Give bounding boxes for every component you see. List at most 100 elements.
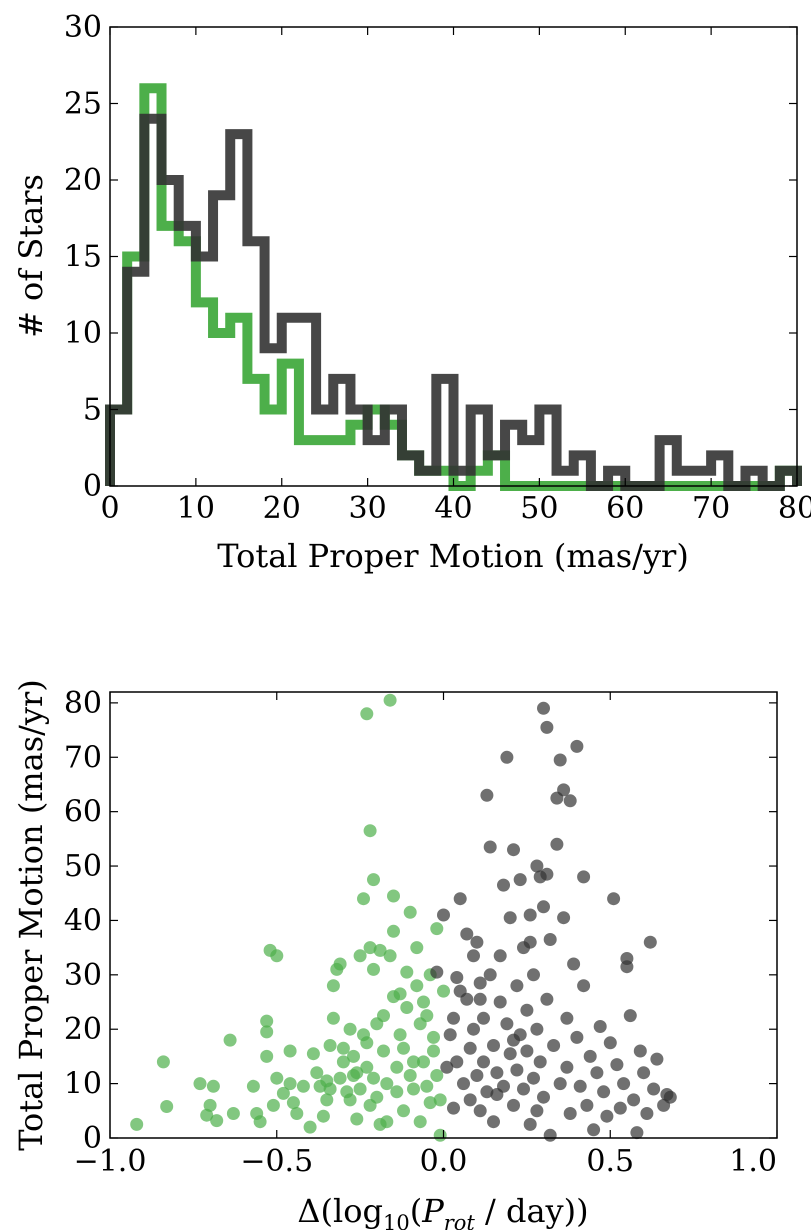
scatter-point-series-0 — [390, 1060, 404, 1074]
scatter-point-series-1 — [430, 965, 444, 979]
scatter-point-series-1 — [577, 979, 591, 993]
scatter-point-series-1 — [490, 1066, 504, 1080]
scatter-point-series-0 — [397, 1041, 410, 1055]
scatter-point-series-1 — [533, 1055, 547, 1069]
scatter-point-series-1 — [603, 1036, 617, 1050]
scatter-point-series-1 — [650, 1052, 664, 1066]
scatter-point-series-1 — [527, 1071, 540, 1085]
scatter-point-series-0 — [357, 892, 370, 906]
histogram-x-tick-label: 80 — [778, 491, 811, 526]
histogram-y-tick-label: 30 — [64, 10, 102, 45]
scatter-point-series-1 — [487, 1039, 500, 1052]
scatter-x-tick-label: 0.5 — [586, 1144, 634, 1179]
scatter-point-series-1 — [473, 1104, 487, 1118]
scatter-y-tick-label: 70 — [64, 740, 102, 775]
scatter-y-tick-label: 50 — [64, 849, 102, 884]
histogram-ticks: 0 10 20 30 40 50 60 70 80 0 5 10 15 20 25 30 — [64, 10, 811, 526]
scatter-point-series-0 — [363, 824, 377, 838]
scatter-point-series-1 — [580, 1098, 594, 1112]
scatter-point-series-1 — [613, 1101, 627, 1115]
scatter-point-series-1 — [437, 908, 450, 922]
scatter-point-series-1 — [460, 992, 474, 1006]
scatter-point-series-0 — [400, 965, 414, 979]
scatter-point-series-1 — [510, 979, 524, 993]
scatter-point-series-0 — [286, 1096, 300, 1110]
scatter-x-tick-label: −0.5 — [240, 1144, 313, 1179]
scatter-point-series-0 — [417, 995, 430, 1009]
scatter-point-series-1 — [443, 1028, 457, 1042]
histogram-y-axis-label: # of Stars — [12, 174, 50, 338]
histogram-series-group — [105, 83, 802, 491]
scatter-point-series-1 — [493, 949, 507, 963]
scatter-point-series-0 — [283, 1044, 297, 1058]
histogram-y-tick-label: 15 — [64, 240, 102, 275]
scatter-point-series-1 — [627, 1093, 641, 1107]
scatter-point-series-1 — [493, 995, 507, 1009]
histogram-series-1 — [105, 113, 802, 491]
scatter-point-series-0 — [226, 1107, 240, 1120]
scatter-point-series-0 — [387, 924, 400, 938]
scatter-point-series-0 — [323, 1039, 337, 1052]
scatter-point-series-0 — [200, 1108, 214, 1122]
scatter-point-series-1 — [503, 1047, 517, 1061]
scatter-point-series-0 — [423, 1096, 437, 1110]
histogram-x-tick-label: 10 — [177, 491, 215, 526]
scatter-point-series-1 — [617, 1077, 631, 1091]
scatter-point-series-0 — [303, 1120, 317, 1134]
scatter-point-series-0 — [360, 1036, 374, 1050]
scatter-point-series-1 — [520, 1003, 534, 1017]
scatter-point-series-0 — [380, 1077, 394, 1091]
scatter-point-series-0 — [413, 1115, 427, 1129]
scatter-point-series-1 — [490, 1088, 504, 1101]
histogram-y-tick-label: 0 — [83, 469, 102, 504]
scatter-point-series-1 — [563, 794, 577, 808]
scatter-chart: −1.0 −0.5 0.0 0.5 1.0 0 10 20 30 40 50 60 70 80 Δ(log… — [12, 679, 778, 1230]
histogram-x-axis-label: Total Proper Motion (mas/yr) — [217, 537, 689, 575]
scatter-y-tick-label: 30 — [64, 958, 102, 993]
scatter-point-series-1 — [473, 992, 487, 1006]
scatter-point-series-1 — [623, 1009, 637, 1023]
scatter-point-series-0 — [347, 1049, 360, 1063]
scatter-point-series-0 — [333, 1071, 347, 1085]
scatter-point-series-1 — [477, 1055, 490, 1069]
scatter-point-series-1 — [620, 952, 634, 965]
scatter-y-tick-label: 0 — [83, 1121, 102, 1156]
histogram-x-tick-label: 0 — [100, 491, 119, 526]
scatter-point-series-1 — [447, 1101, 460, 1115]
scatter-point-series-1 — [523, 1117, 537, 1131]
scatter-point-series-0 — [393, 987, 407, 1001]
scatter-point-series-0 — [377, 1009, 390, 1023]
scatter-point-series-1 — [633, 1044, 647, 1058]
scatter-point-series-1 — [647, 1082, 661, 1096]
scatter-point-series-1 — [593, 1020, 607, 1033]
scatter-point-series-0 — [403, 1069, 417, 1082]
scatter-point-series-0 — [130, 1117, 144, 1131]
histogram-x-tick-label: 40 — [434, 491, 472, 526]
scatter-point-series-1 — [610, 1058, 624, 1072]
scatter-point-series-1 — [523, 935, 537, 949]
scatter-y-tick-label: 80 — [64, 686, 102, 721]
scatter-point-series-1 — [543, 933, 557, 946]
scatter-point-series-0 — [373, 943, 387, 957]
scatter-point-series-0 — [397, 1104, 410, 1118]
scatter-point-series-1 — [600, 1109, 614, 1123]
scatter-point-series-0 — [266, 1098, 280, 1112]
scatter-point-series-1 — [540, 720, 554, 734]
scatter-point-series-1 — [523, 908, 537, 922]
scatter-point-series-1 — [483, 840, 497, 854]
histogram-y-tick-label: 25 — [64, 87, 102, 122]
scatter-point-series-1 — [570, 739, 584, 753]
scatter-point-series-0 — [360, 707, 374, 721]
scatter-point-series-0 — [206, 1079, 220, 1093]
scatter-point-series-0 — [427, 1030, 440, 1044]
scatter-point-series-0 — [407, 1082, 420, 1096]
scatter-point-series-0 — [430, 922, 444, 936]
scatter-point-series-0 — [433, 1093, 447, 1107]
scatter-point-series-0 — [433, 1128, 447, 1142]
scatter-point-series-0 — [377, 1044, 390, 1058]
histogram-x-tick-label: 50 — [520, 491, 558, 526]
scatter-point-series-0 — [320, 1093, 334, 1107]
scatter-point-series-0 — [333, 957, 347, 971]
scatter-point-series-1 — [577, 870, 591, 884]
